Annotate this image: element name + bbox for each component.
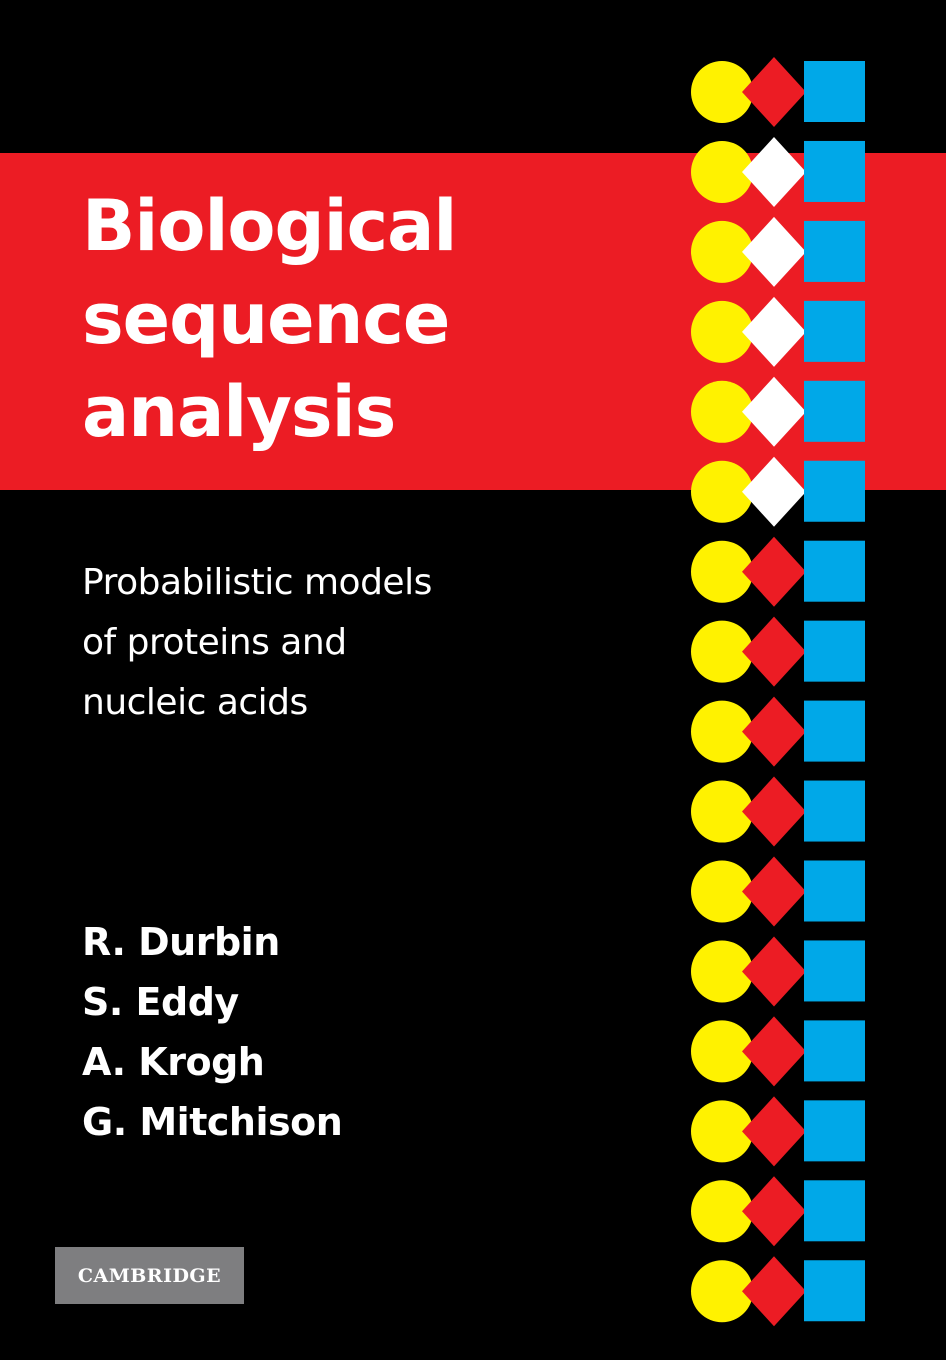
yellow-circle	[691, 140, 753, 203]
yellow-circle	[691, 220, 753, 283]
yellow-circle	[691, 700, 753, 763]
red-diamond	[742, 856, 806, 927]
blue-square	[804, 460, 865, 522]
title-line-3: analysis	[82, 371, 396, 453]
yellow-circle	[691, 380, 753, 443]
book-title: Biological sequence analysis	[82, 180, 457, 459]
yellow-circle	[691, 940, 753, 1003]
red-diamond	[742, 616, 806, 687]
blue-square	[804, 620, 865, 682]
yellow-circle	[691, 300, 753, 363]
book-subtitle: Probabilistic models of proteins and nuc…	[82, 553, 432, 733]
red-diamond	[742, 57, 806, 127]
yellow-circle	[691, 1180, 753, 1243]
red-diamond	[742, 536, 806, 607]
blue-square	[804, 1260, 865, 1322]
title-line-1: Biological	[82, 185, 457, 267]
red-diamond	[742, 1016, 806, 1087]
yellow-circle	[691, 780, 753, 843]
subtitle-line-2: of proteins and	[82, 622, 347, 663]
blue-square	[804, 140, 865, 202]
blue-square	[804, 61, 865, 122]
subtitle-line-1: Probabilistic models	[82, 562, 432, 603]
yellow-circle	[691, 460, 753, 523]
blue-square	[804, 780, 865, 842]
author-4: G. Mitchison	[82, 1100, 343, 1144]
white-diamond	[742, 136, 806, 207]
white-diamond	[742, 376, 806, 447]
blue-square	[804, 1180, 865, 1242]
blue-square	[804, 1100, 865, 1162]
red-diamond	[742, 936, 806, 1007]
white-diamond	[742, 216, 806, 287]
red-diamond	[742, 1256, 806, 1327]
yellow-circle	[691, 1260, 753, 1323]
red-diamond	[742, 696, 806, 767]
yellow-circle	[691, 61, 753, 123]
blue-square	[804, 300, 865, 362]
publisher-name: CAMBRIDGE	[77, 1264, 222, 1287]
blue-square	[804, 940, 865, 1002]
yellow-circle	[691, 620, 753, 683]
white-diamond	[742, 296, 806, 367]
blue-square	[804, 860, 865, 922]
white-diamond	[742, 456, 806, 527]
blue-square	[804, 1020, 865, 1082]
red-diamond	[742, 1096, 806, 1167]
yellow-circle	[691, 1020, 753, 1083]
subtitle-line-3: nucleic acids	[82, 682, 308, 723]
blue-square	[804, 380, 865, 442]
blue-square	[804, 220, 865, 282]
red-diamond	[742, 1176, 806, 1247]
red-diamond	[742, 776, 806, 847]
author-1: R. Durbin	[82, 920, 280, 964]
yellow-circle	[691, 1100, 753, 1163]
author-list: R. Durbin S. Eddy A. Krogh G. Mitchison	[82, 912, 343, 1152]
yellow-circle	[691, 860, 753, 923]
title-line-2: sequence	[82, 278, 450, 360]
blue-square	[804, 700, 865, 762]
blue-square	[804, 540, 865, 602]
author-2: S. Eddy	[82, 980, 239, 1024]
author-3: A. Krogh	[82, 1040, 265, 1084]
yellow-circle	[691, 540, 753, 603]
publisher-logo: CAMBRIDGE	[55, 1247, 244, 1304]
